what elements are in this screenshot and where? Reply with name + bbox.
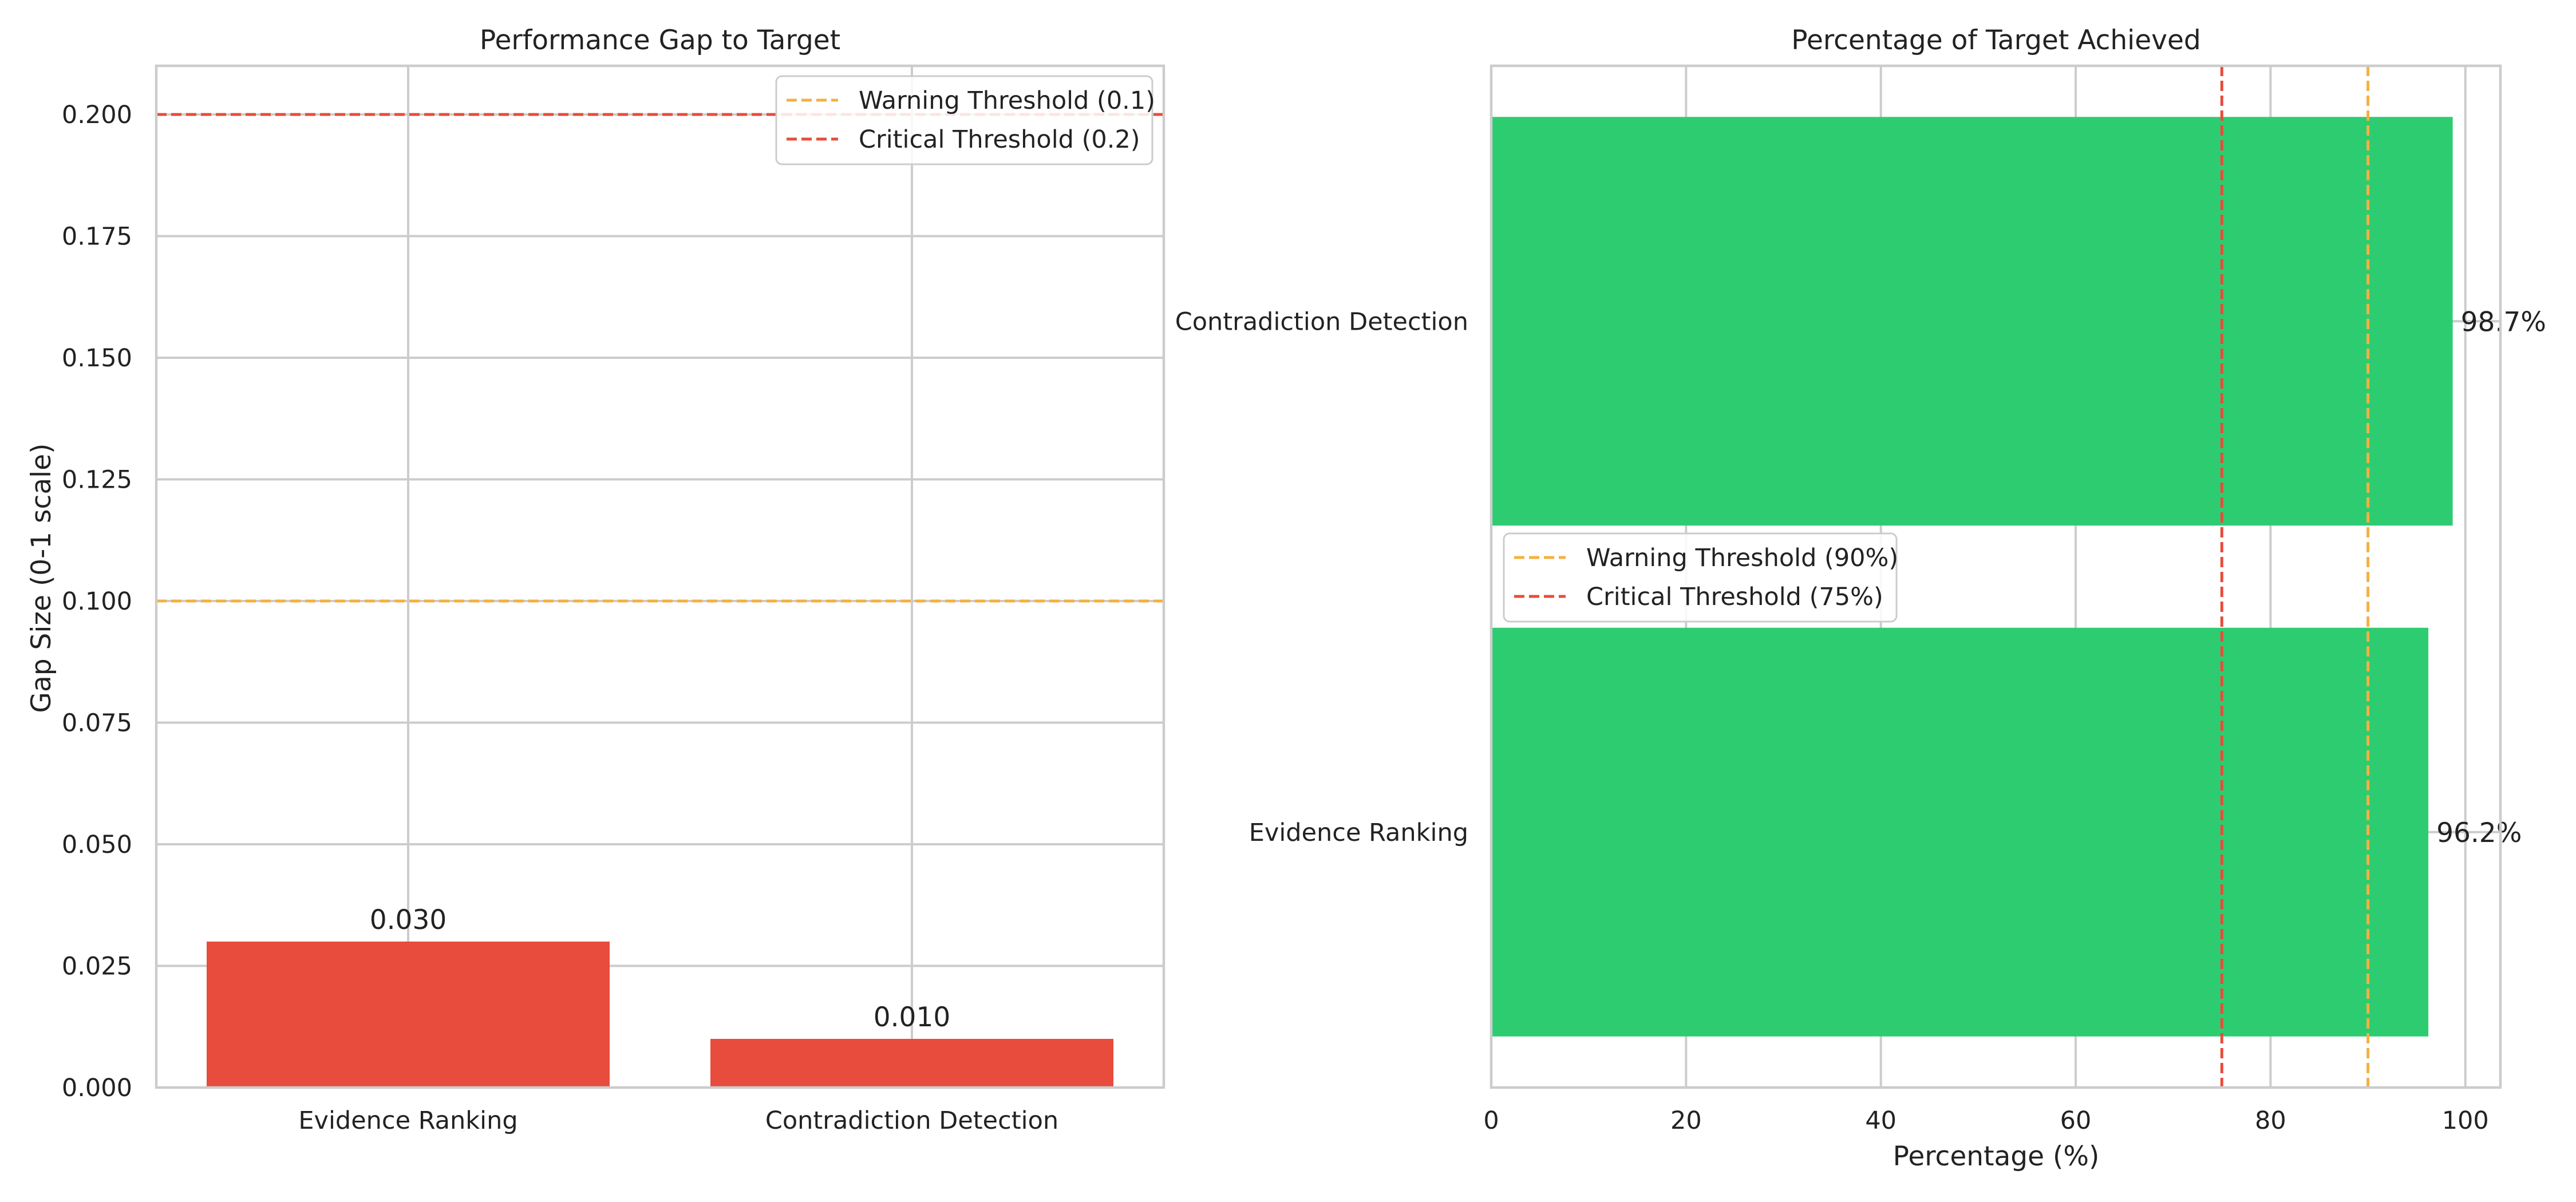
gap-chart-title: Performance Gap to Target — [480, 25, 840, 56]
percent-chart-threshold-lines — [2220, 66, 2370, 1088]
gap-chart-y-tick-label: 0.100 — [62, 587, 132, 616]
percent-chart-legend: Warning Threshold (90%) Critical Threshol… — [1503, 532, 1898, 623]
percent-chart-bar-value-label: 96.2% — [2436, 817, 2522, 849]
percent-chart-x-tick-label: 60 — [2060, 1106, 2092, 1135]
percent-chart-legend-label: Critical Threshold (75%) — [1586, 583, 1883, 611]
percent-chart-y-tick-label: Contradiction Detection — [1175, 307, 1468, 336]
percent-chart-frame — [1490, 64, 2502, 1089]
gap-chart-y-tick-label: 0.050 — [62, 831, 132, 859]
percent-chart-x-tick-label: 80 — [2255, 1106, 2286, 1135]
gap-chart-bar-value-label: 0.030 — [370, 904, 447, 936]
percent-chart-bar — [1491, 117, 2453, 526]
percent-chart-tick-labels: 0 20 40 60 80 100 Evidence Ranking Contradictio… — [1175, 307, 2489, 1135]
percent-chart-legend-box — [1503, 532, 1898, 623]
gap-chart-tick-labels: 0.000 0.025 0.050 0.075 0.100 0.125 0.150 0.175… — [62, 101, 1058, 1135]
gap-chart-bar-value-label: 0.010 — [874, 1002, 951, 1033]
gap-chart-grid — [156, 66, 1164, 1089]
gap-chart-legend-label: Warning Threshold (0.1) — [859, 86, 1155, 115]
percent-chart-x-tick-label: 40 — [1865, 1106, 1897, 1135]
gap-chart-legend-box — [775, 75, 1153, 165]
gap-chart-y-tick-label: 0.175 — [62, 223, 132, 251]
gap-chart-y-tick-label: 0.125 — [62, 466, 132, 495]
gap-chart-legend-label: Critical Threshold (0.2) — [859, 125, 1140, 154]
gap-chart-frame — [155, 64, 1165, 1089]
gap-chart-bars — [207, 942, 1113, 1088]
percent-chart-x-axis-label: Percentage (%) — [1893, 1141, 2100, 1172]
gap-chart-y-tick-label: 0.025 — [62, 952, 132, 981]
percent-chart-title: Percentage of Target Achieved — [1791, 25, 2200, 56]
percent-chart-x-tick-label: 100 — [2442, 1106, 2489, 1135]
gap-chart-y-tick-label: 0.200 — [62, 101, 132, 129]
percent-chart-x-tick-label: 20 — [1670, 1106, 1702, 1135]
gap-chart-legend: Warning Threshold (0.1) Critical Threshol… — [775, 75, 1155, 165]
percent-chart-bars — [1491, 117, 2453, 1037]
gap-chart-data-labels: 0.030 0.010 — [370, 904, 951, 1033]
gap-chart-y-tick-label: 0.150 — [62, 344, 132, 373]
gap-chart-bar — [207, 942, 610, 1088]
percent-chart-x-tick-label: 0 — [1483, 1106, 1499, 1135]
percent-chart-bar-value-label: 98.7% — [2461, 306, 2546, 338]
gap-chart: Performance Gap to Target Gap Size (0-1 … — [26, 25, 1165, 1135]
percent-chart: Percentage of Target Achieved Percentage… — [1175, 25, 2546, 1172]
percent-chart-legend-label: Warning Threshold (90%) — [1586, 544, 1898, 572]
gap-chart-y-tick-label: 0.075 — [62, 709, 132, 738]
gap-chart-x-tick-label: Contradiction Detection — [765, 1106, 1058, 1135]
percent-chart-bar — [1491, 627, 2429, 1037]
gap-chart-y-tick-label: 0.000 — [62, 1074, 132, 1102]
gap-chart-bar — [710, 1039, 1113, 1088]
percent-chart-data-labels: 96.2% 98.7% — [2436, 306, 2546, 849]
gap-chart-y-axis-label: Gap Size (0-1 scale) — [26, 444, 57, 713]
percent-chart-y-tick-label: Evidence Ranking — [1249, 819, 1468, 847]
gap-chart-x-tick-label: Evidence Ranking — [298, 1106, 517, 1135]
